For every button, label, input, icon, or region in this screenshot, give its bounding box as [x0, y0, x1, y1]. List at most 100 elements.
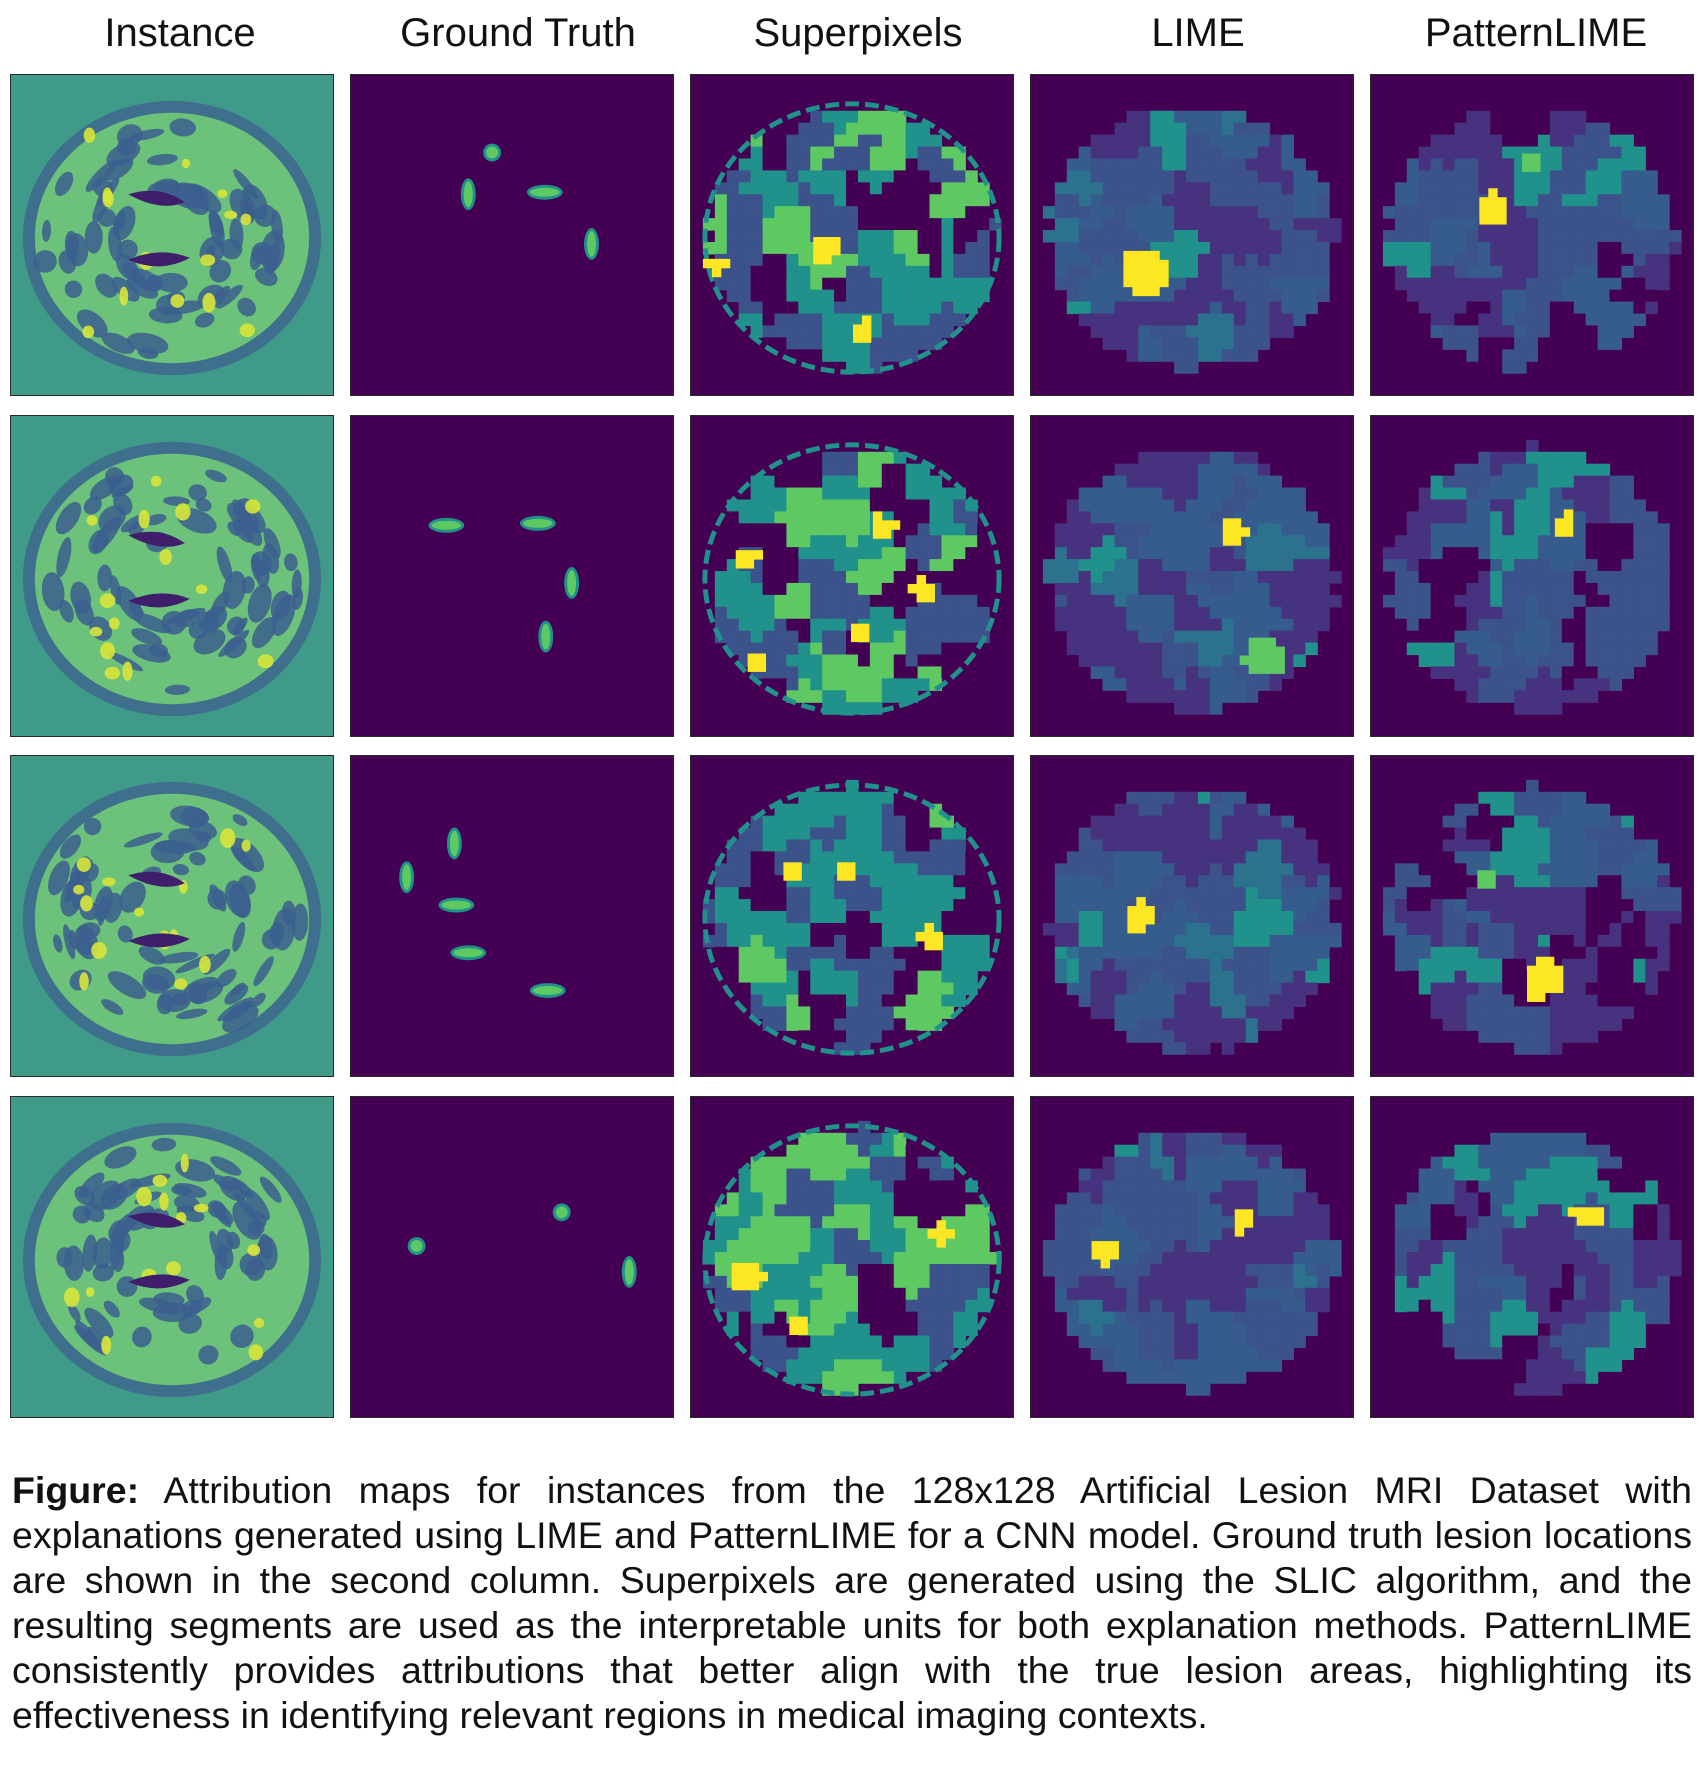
lesion — [438, 897, 475, 913]
lesion — [428, 517, 465, 533]
segments — [1382, 439, 1670, 715]
highlight-region — [1222, 518, 1251, 546]
highlight-region — [1123, 250, 1169, 297]
skull-ring — [702, 442, 1002, 716]
superpixels-image — [691, 75, 1013, 395]
ventricle — [128, 1212, 185, 1228]
highlight-region — [735, 550, 764, 569]
highlight-region — [907, 575, 935, 603]
skull-ring — [702, 101, 1002, 375]
ground-truth-image — [351, 756, 673, 1076]
segments — [702, 451, 1002, 715]
lime-image — [1031, 416, 1353, 736]
lime-image — [1031, 756, 1353, 1076]
lesion — [446, 827, 462, 860]
panel-patternlime-row-1 — [1370, 74, 1694, 396]
highlight-region — [852, 315, 872, 343]
panel-background — [351, 75, 673, 395]
highlight-region — [1567, 1207, 1605, 1226]
patternlime-image — [1371, 756, 1693, 1076]
highlight-region — [1554, 509, 1574, 537]
panel-superpixels-row-1 — [690, 74, 1014, 396]
instance-image — [11, 416, 333, 736]
ground-truth-image — [351, 75, 673, 395]
highlight-region — [837, 862, 856, 881]
panel-background — [351, 756, 673, 1076]
patternlime-image — [1371, 75, 1693, 395]
instance-image — [11, 756, 333, 1076]
lesion — [552, 1203, 571, 1222]
panel-superpixels-row-2 — [690, 415, 1014, 737]
lesion — [399, 861, 415, 894]
gyri-pattern — [48, 805, 309, 1033]
panel-ground-truth-row-2 — [350, 415, 674, 737]
superpixels-image — [691, 1097, 1013, 1417]
panel-lime-row-1 — [1030, 74, 1354, 396]
highlight-region — [851, 623, 870, 643]
column-header-lime: LIME — [1151, 11, 1245, 55]
highlight-region — [1477, 870, 1496, 889]
panel-ground-truth-row-3 — [350, 755, 674, 1077]
lesion — [621, 1256, 637, 1288]
segments — [702, 1120, 1002, 1396]
panel-patternlime-row-3 — [1370, 755, 1694, 1077]
ventricle — [128, 1274, 190, 1289]
lesion — [460, 178, 476, 211]
lesion — [584, 228, 599, 260]
highlight-region — [789, 1316, 808, 1336]
ground-truth-image — [351, 416, 673, 736]
highlight-region — [1522, 153, 1541, 172]
highlight-region — [702, 258, 731, 278]
segments — [1042, 791, 1342, 1055]
segments — [1042, 451, 1342, 715]
panel-ground-truth-row-1 — [350, 74, 674, 396]
highlight-region — [1091, 1241, 1119, 1269]
patternlime-image — [1371, 1097, 1693, 1417]
panel-background — [351, 1097, 673, 1417]
panel-background — [351, 416, 673, 736]
panel-lime-row-3 — [1030, 755, 1354, 1077]
lesion — [564, 567, 580, 599]
panel-instance-row-1 — [10, 74, 334, 396]
patternlime-image — [1371, 416, 1693, 736]
segments — [1042, 1132, 1342, 1396]
gyri-pattern — [33, 118, 285, 359]
column-header-instance: Instance — [104, 11, 256, 55]
ventricle — [128, 252, 190, 267]
panel-instance-row-4 — [10, 1096, 334, 1418]
panel-ground-truth-row-4 — [350, 1096, 674, 1418]
highlight-region — [1239, 637, 1285, 674]
ventricle — [128, 531, 185, 547]
superpixels-image — [691, 756, 1013, 1076]
caption-label: Figure: — [12, 1469, 140, 1511]
segments — [1382, 779, 1682, 1055]
ventricle — [128, 190, 185, 206]
highlight-region — [783, 862, 802, 881]
highlight-region — [731, 1262, 769, 1291]
gyri-pattern — [56, 1137, 282, 1365]
lime-image — [1031, 75, 1353, 395]
highlight-region — [1127, 897, 1155, 934]
skull-ring — [702, 1123, 1002, 1397]
panel-superpixels-row-3 — [690, 755, 1014, 1077]
ventricle — [128, 933, 190, 948]
lesion — [407, 1237, 426, 1256]
lime-image — [1031, 1097, 1353, 1417]
figure-caption: Figure: Attribution maps for instances f… — [12, 1468, 1692, 1738]
column-header-ground-truth: Ground Truth — [400, 11, 636, 55]
highlight-region — [1234, 1209, 1254, 1237]
highlight-region — [927, 1220, 955, 1248]
lesion — [526, 184, 563, 200]
segments — [1042, 110, 1342, 374]
lesion — [529, 983, 566, 998]
gyri-pattern — [41, 467, 304, 695]
highlight-region — [915, 922, 943, 951]
panel-instance-row-2 — [10, 415, 334, 737]
lesion — [538, 620, 554, 653]
instance-image — [11, 1097, 333, 1417]
ventricle — [128, 593, 190, 608]
highlight-region — [1527, 956, 1564, 1002]
highlight-region — [813, 236, 841, 265]
highlight-region — [747, 653, 767, 672]
